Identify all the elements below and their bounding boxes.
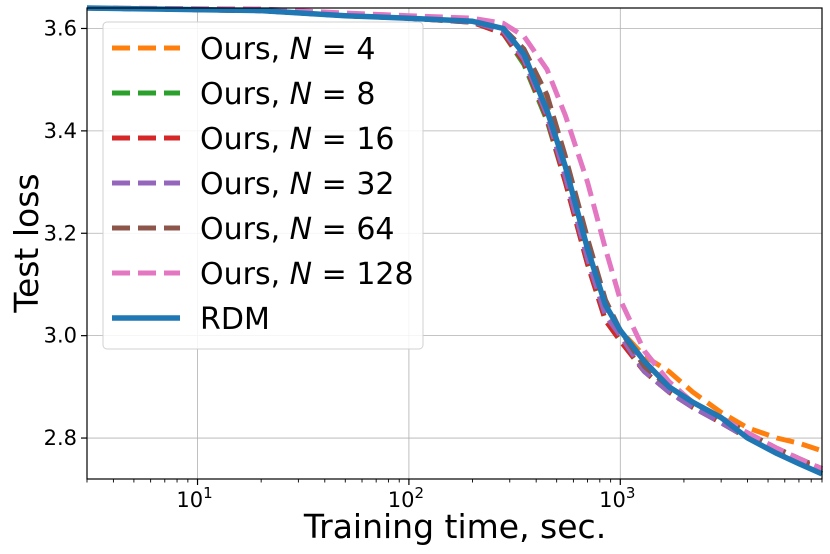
y-tick-label: 3.2 — [44, 221, 77, 245]
plot-frame — [86, 7, 823, 480]
legend: Ours, N = 4 Ours, N = 8 Ours, N = 16 Ours, … — [102, 21, 424, 350]
x-tick-label: 102 — [388, 484, 424, 512]
series-line-n32 — [86, 5, 823, 474]
legend-label-n32: Ours, N = 32 — [200, 167, 395, 202]
axis-ticks: 3.6 3.4 3.2 3.0 2.8 101 102 103 — [44, 16, 823, 512]
legend-label-n16: Ours, N = 16 — [200, 122, 395, 157]
series-lines — [86, 5, 824, 477]
legend-label-n4: Ours, N = 4 — [200, 32, 375, 67]
series-line-rdm — [86, 5, 824, 477]
y-tick-label: 2.8 — [44, 426, 77, 450]
legend-box — [102, 21, 424, 350]
y-tick-label: 3.0 — [44, 324, 77, 348]
legend-label-n128: Ours, N = 128 — [200, 257, 414, 292]
legend-label-rdm: RDM — [200, 302, 270, 337]
legend-label-n64: Ours, N = 64 — [200, 212, 395, 247]
legend-label-n8: Ours, N = 8 — [200, 77, 375, 112]
y-tick-label: 3.6 — [44, 16, 77, 40]
series-line-n128 — [86, 5, 824, 472]
y-axis-label: Test loss — [7, 173, 46, 313]
x-axis-label: Training time, sec. — [303, 507, 606, 546]
y-tick-label: 3.4 — [44, 119, 77, 143]
x-tick-label: 103 — [599, 484, 635, 512]
x-tick-label: 101 — [176, 484, 212, 512]
